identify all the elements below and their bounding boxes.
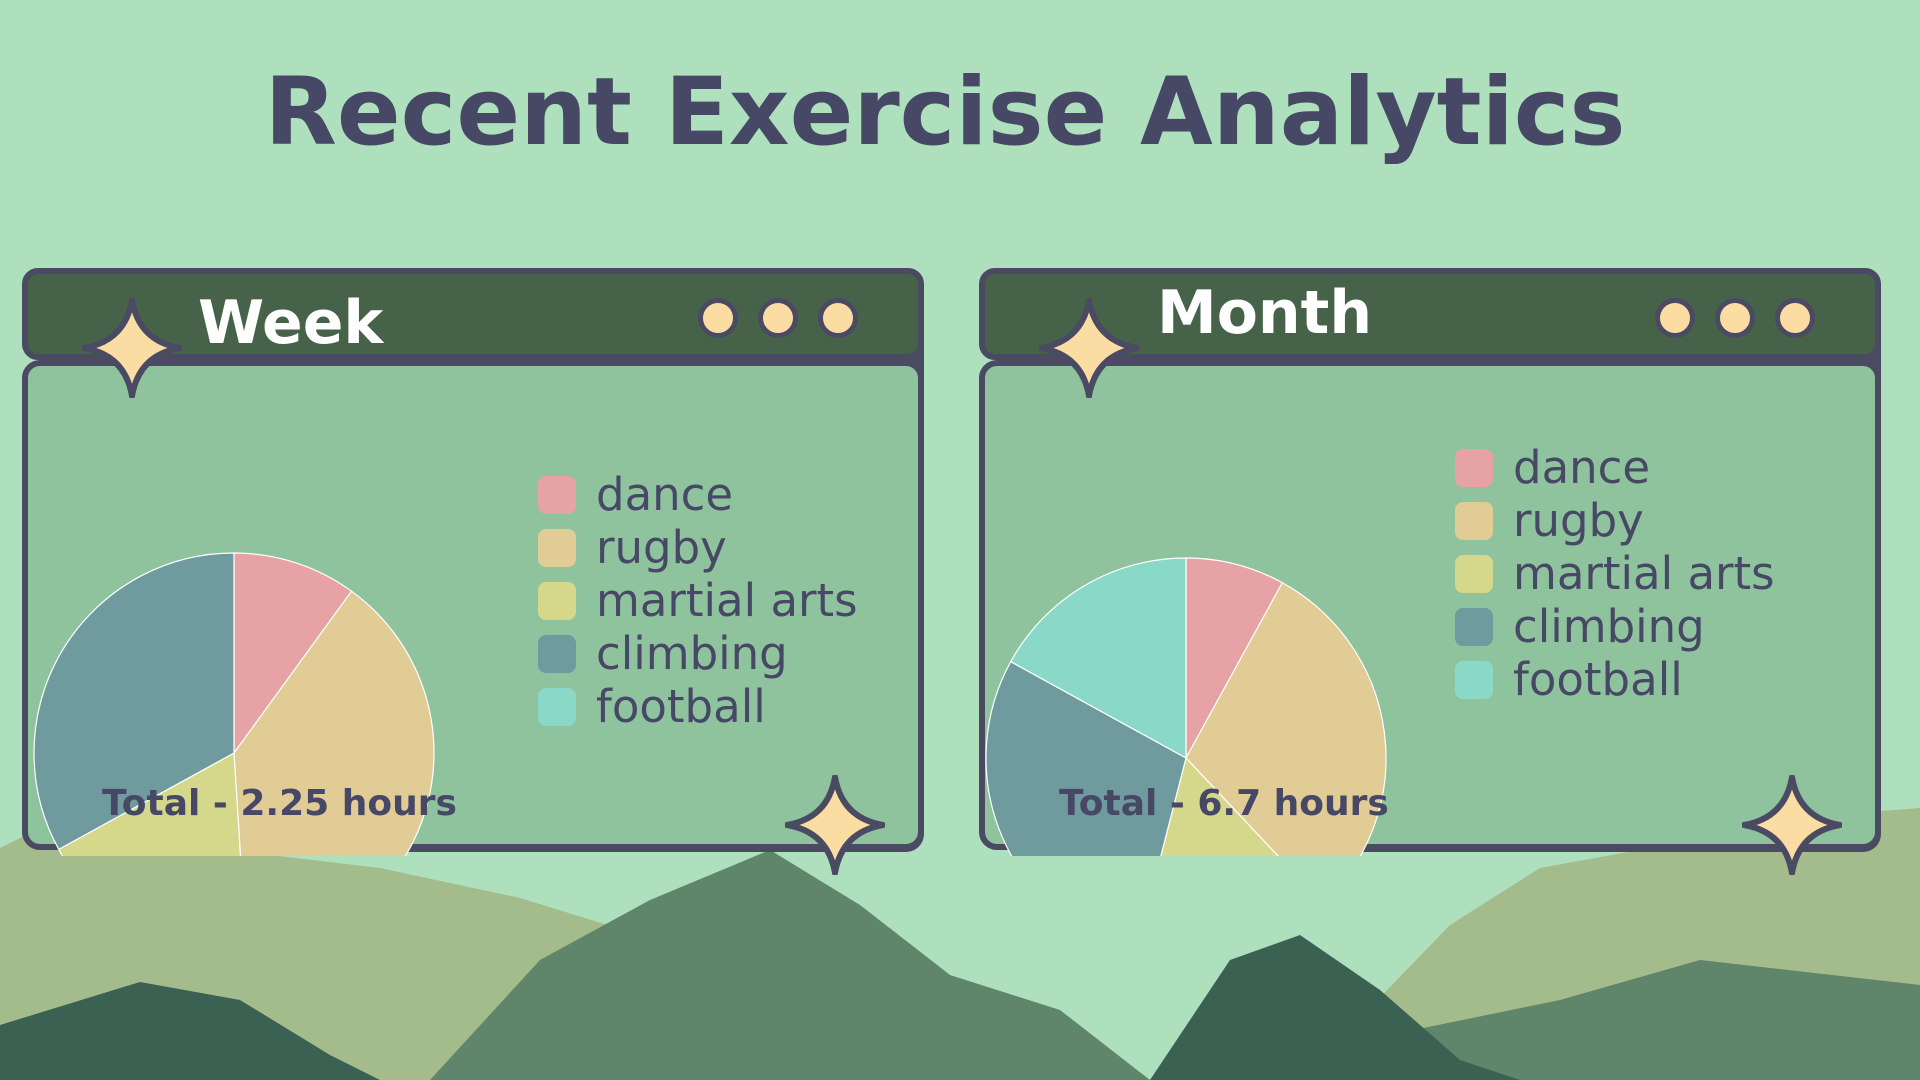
legend-label: rugby bbox=[596, 521, 727, 574]
pie-slice-climbing bbox=[33, 552, 235, 851]
week-legend: dance rugby martial arts climbing football bbox=[538, 468, 858, 733]
legend-label: climbing bbox=[1513, 600, 1705, 653]
pie-slice-martial-arts bbox=[57, 752, 242, 856]
pie-slice-dance bbox=[1185, 557, 1284, 759]
panel-titlebar: Month bbox=[979, 268, 1881, 360]
legend-item: dance bbox=[538, 468, 858, 521]
legend-item: martial arts bbox=[538, 574, 858, 627]
legend-swatch bbox=[538, 687, 576, 726]
month-total: Total - 6.7 hours bbox=[1059, 783, 1389, 824]
legend-swatch bbox=[1455, 554, 1493, 593]
legend-label: rugby bbox=[1513, 494, 1644, 547]
legend-swatch bbox=[538, 634, 576, 673]
panel-body: dance rugby martial arts climbing football T… bbox=[979, 360, 1881, 856]
legend-item: climbing bbox=[538, 627, 858, 680]
pie-slice-climbing bbox=[985, 660, 1187, 856]
window-dot-button[interactable] bbox=[758, 298, 798, 338]
legend-label: martial arts bbox=[596, 574, 858, 627]
legend-swatch bbox=[1455, 660, 1493, 699]
page-title: Recent Exercise Analytics bbox=[264, 58, 1626, 167]
month-legend: dance rugby martial arts climbing football bbox=[1455, 441, 1775, 706]
legend-swatch bbox=[538, 581, 576, 620]
legend-label: martial arts bbox=[1513, 547, 1775, 600]
legend-item: football bbox=[538, 680, 858, 733]
window-controls bbox=[698, 298, 858, 338]
panel-title: Week bbox=[198, 288, 384, 358]
pie-slice-rugby bbox=[233, 590, 435, 856]
legend-swatch bbox=[1455, 448, 1493, 487]
legend-label: football bbox=[596, 680, 766, 733]
window-controls bbox=[1655, 298, 1815, 338]
window-dot-button[interactable] bbox=[1655, 298, 1695, 338]
window-dot-button[interactable] bbox=[1715, 298, 1755, 338]
legend-label: climbing bbox=[596, 627, 788, 680]
legend-label: dance bbox=[1513, 441, 1651, 494]
panel-title: Month bbox=[1157, 278, 1373, 348]
week-panel: dance rugby martial arts climbing football T… bbox=[22, 268, 924, 875]
week-pie-chart bbox=[33, 552, 435, 856]
legend-item: climbing bbox=[1455, 600, 1775, 653]
sparkle-icon bbox=[1039, 298, 1139, 398]
pie-slice-dance bbox=[233, 552, 353, 755]
legend-label: football bbox=[1513, 653, 1683, 706]
legend-item: football bbox=[1455, 653, 1775, 706]
legend-item: rugby bbox=[1455, 494, 1775, 547]
month-panel: dance rugby martial arts climbing football T… bbox=[979, 268, 1881, 875]
legend-swatch bbox=[1455, 607, 1493, 646]
week-total: Total - 2.25 hours bbox=[102, 783, 457, 824]
month-pie-chart bbox=[985, 557, 1387, 856]
legend-item: dance bbox=[1455, 441, 1775, 494]
window-dot-button[interactable] bbox=[818, 298, 858, 338]
legend-item: rugby bbox=[538, 521, 858, 574]
pie-slice-martial-arts bbox=[1160, 756, 1279, 856]
sparkle-icon bbox=[785, 775, 885, 875]
legend-item: martial arts bbox=[1455, 547, 1775, 600]
window-dot-button[interactable] bbox=[698, 298, 738, 338]
legend-label: dance bbox=[596, 468, 734, 521]
sparkle-icon bbox=[1742, 775, 1842, 875]
pie-slice-football bbox=[1009, 557, 1187, 760]
legend-swatch bbox=[538, 528, 576, 567]
window-dot-button[interactable] bbox=[1775, 298, 1815, 338]
legend-swatch bbox=[538, 475, 576, 514]
sparkle-icon bbox=[82, 298, 182, 398]
legend-swatch bbox=[1455, 501, 1493, 540]
panel-body: dance rugby martial arts climbing football T… bbox=[22, 360, 924, 856]
pie-slice-rugby bbox=[1185, 581, 1387, 856]
